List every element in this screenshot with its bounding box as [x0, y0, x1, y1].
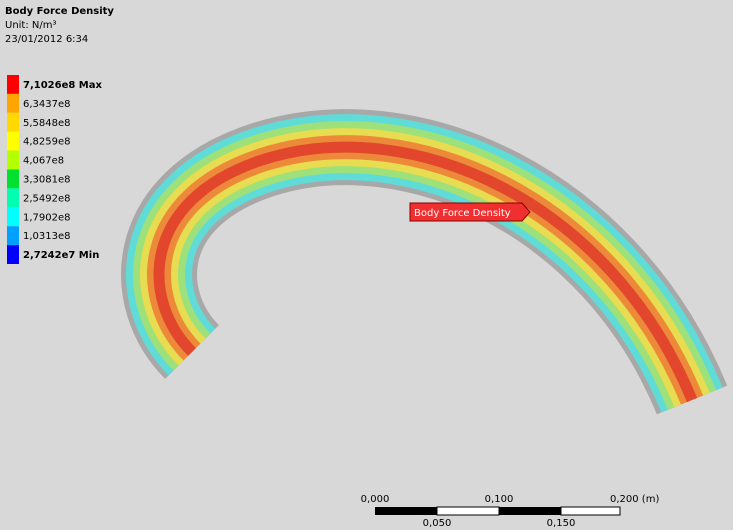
legend-label: 4,067e8	[23, 156, 64, 167]
legend-label: 5,5848e8	[23, 118, 71, 129]
scale-label: 0,200 (m)	[610, 494, 659, 505]
legend-label: 6,3437e8	[23, 99, 71, 110]
legend-label: 1,7902e8	[23, 212, 71, 223]
legend: 7,1026e8 Max 6,3437e8 5,5848e8 4,8259e8 4,06…	[7, 75, 103, 264]
result-timestamp: 23/01/2012 6:34	[5, 34, 88, 45]
legend-swatch	[7, 226, 19, 246]
legend-swatch	[7, 131, 19, 151]
legend-label: 7,1026e8 Max	[23, 80, 103, 91]
legend-swatch	[7, 245, 19, 264]
legend-swatch	[7, 75, 19, 94]
scale-label: 0,150	[547, 518, 576, 529]
legend-label: 4,8259e8	[23, 137, 71, 148]
legend-swatch	[7, 112, 19, 132]
legend-swatch	[7, 93, 19, 113]
probe-label: Body Force Density	[414, 208, 511, 219]
legend-label: 2,5492e8	[23, 193, 71, 204]
result-title: Body Force Density	[5, 6, 114, 17]
scale-label: 0,050	[423, 518, 452, 529]
probe: Body Force Density	[409, 202, 531, 222]
body-model	[121, 109, 728, 415]
legend-swatch	[7, 169, 19, 189]
scale-label: 0,000	[361, 494, 390, 505]
field-band	[153, 141, 698, 403]
legend-label: 2,7242e7 Min	[23, 250, 99, 261]
result-unit: Unit: N/m³	[5, 20, 57, 31]
legend-swatch	[7, 150, 19, 170]
legend-label: 3,3081e8	[23, 175, 71, 186]
legend-swatch	[7, 188, 19, 208]
scale-label: 0,100	[485, 494, 514, 505]
legend-label: 1,0313e8	[23, 231, 71, 242]
legend-swatch	[7, 207, 19, 227]
scale-bar: 0,000 0,100 0,200 (m) 0,050 0,150	[361, 494, 660, 529]
